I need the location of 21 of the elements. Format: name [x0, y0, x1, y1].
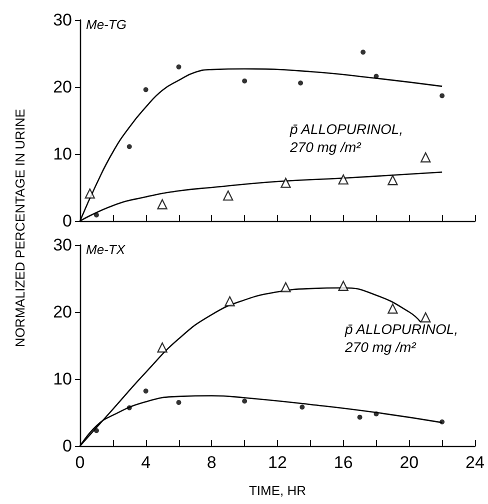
annotation: p̄ ALLOPURINOL, 270 mg /m² — [289, 121, 404, 155]
x-tick-label: 4 — [141, 453, 151, 472]
x-tick-label: 12 — [268, 453, 287, 472]
x-axis-title: TIME, HR — [248, 483, 306, 498]
y-tick-label: 10 — [53, 370, 72, 388]
x-tick-label: 8 — [206, 453, 216, 472]
y-tick-label: 10 — [53, 144, 72, 164]
y-tick-label: 20 — [53, 78, 72, 96]
y-axis-title: NORMALIZED PERCENTAGE IN URINE — [12, 108, 28, 348]
chart-title: Me-TX — [86, 242, 126, 257]
x-tick-label: 0 — [75, 453, 85, 472]
y-tick-label: 30 — [53, 236, 72, 254]
x-tick-label: 20 — [400, 453, 419, 472]
x-tick-label: 24 — [466, 453, 484, 472]
annotation: p̄ ALLOPURINOL, 270 mg /m² — [344, 321, 458, 355]
y-tick-label: 0 — [62, 436, 72, 456]
x-tick-label: 16 — [334, 453, 353, 472]
y-tick-label: 20 — [53, 302, 72, 322]
chart-title: Me-TG — [86, 17, 126, 32]
y-tick-label: 0 — [62, 212, 72, 230]
y-tick-label: 30 — [53, 10, 72, 30]
